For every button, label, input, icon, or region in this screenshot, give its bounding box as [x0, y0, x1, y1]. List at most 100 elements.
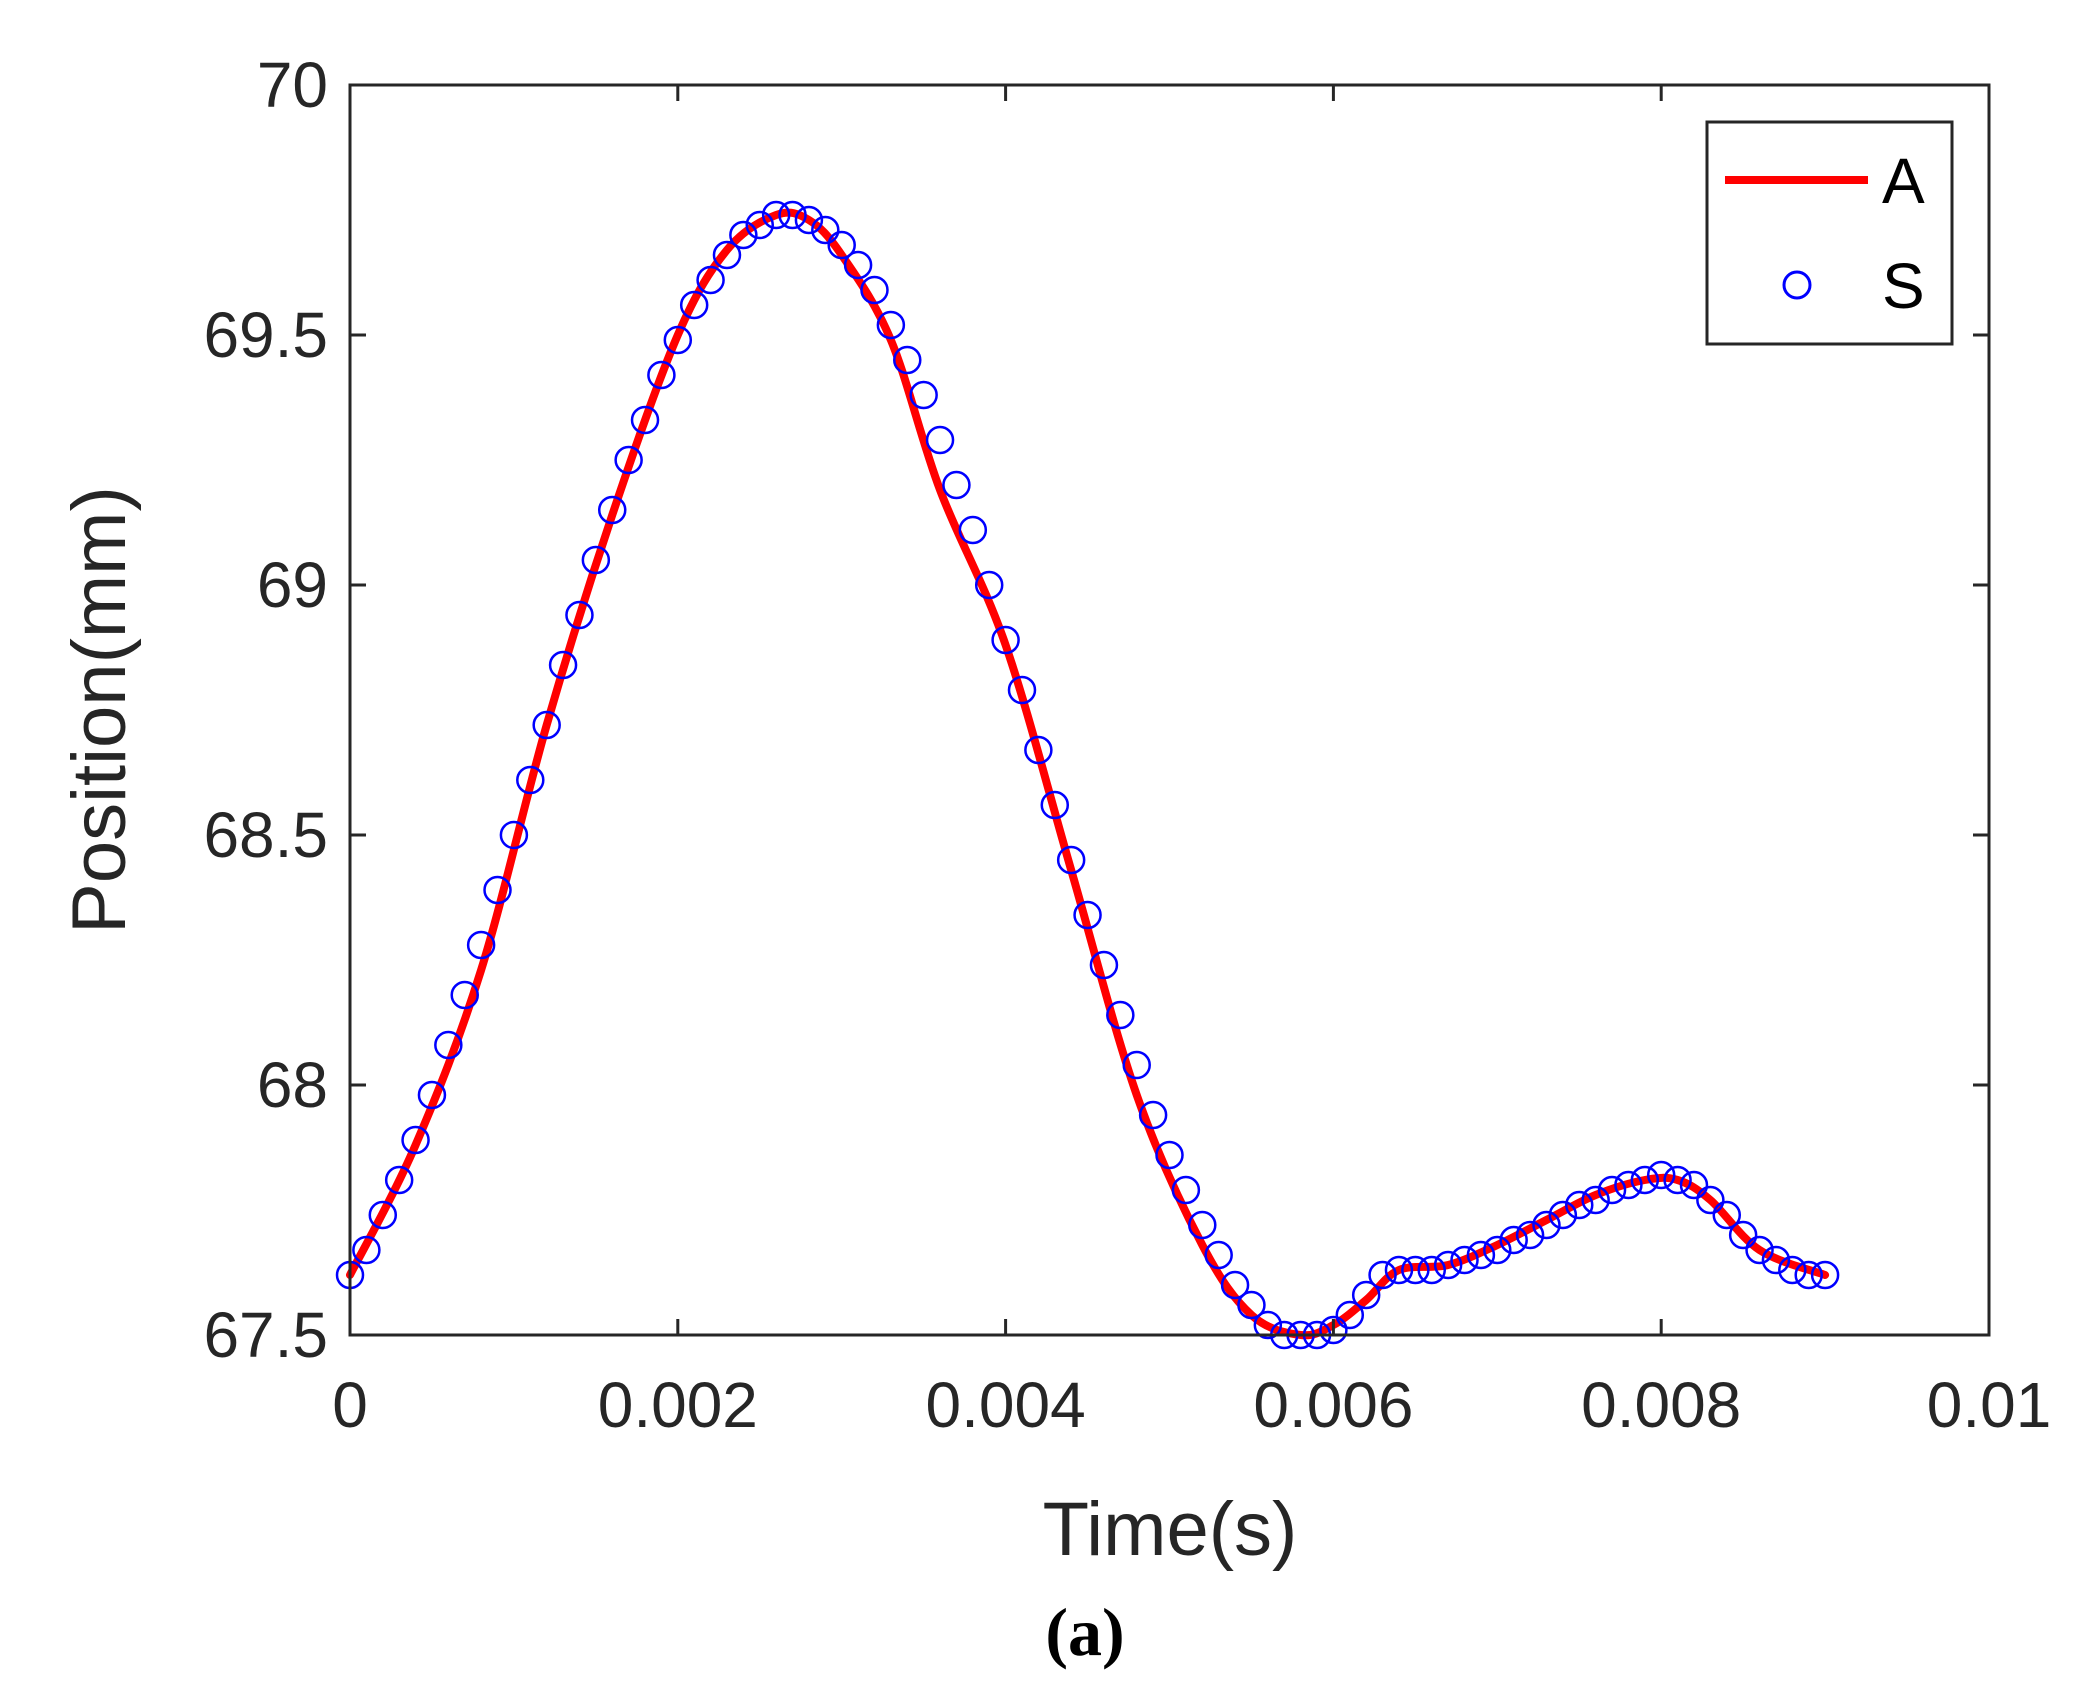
series-s-point	[1450, 1245, 1479, 1275]
series-s-point	[450, 980, 479, 1010]
legend: A S	[1705, 120, 1954, 346]
series-s-point	[647, 360, 676, 390]
series-s-point	[1007, 675, 1037, 705]
series-s-point	[581, 545, 611, 575]
series-s-point	[761, 200, 791, 230]
series-s-point	[1663, 1165, 1692, 1195]
series-s	[335, 200, 1840, 1350]
series-s-point	[1253, 1310, 1283, 1340]
series-s-point	[401, 1125, 430, 1155]
series-a-line	[346, 208, 1830, 1340]
y-axis-ticks: 67.5 68 68.5 69 69.5 70	[203, 49, 1989, 1371]
series-s-point	[843, 250, 873, 280]
y-tick-label: 68	[257, 1049, 328, 1121]
series-s-point	[1237, 1290, 1266, 1320]
series-s-point	[1138, 1100, 1168, 1130]
x-tick-label: 0.004	[926, 1369, 1086, 1441]
series-s-point	[1515, 1220, 1545, 1250]
series-s-point	[1335, 1300, 1365, 1330]
series-s-point	[1155, 1140, 1184, 1170]
series-s-point	[1614, 1170, 1643, 1200]
x-tick-label: 0.002	[598, 1369, 758, 1441]
series-s-point	[1565, 1190, 1594, 1220]
axes-box	[348, 83, 1991, 1337]
x-axis-ticks: 0 0.002 0.004 0.006 0.008 0.01	[332, 85, 2051, 1441]
x-tick-label: 0.008	[1581, 1369, 1741, 1441]
series-s-point	[1696, 1185, 1725, 1215]
series-s-point	[1794, 1260, 1823, 1290]
series-s-point	[466, 930, 496, 960]
series-s-point	[663, 325, 693, 355]
series-s-point	[1483, 1235, 1512, 1265]
legend-s-swatch	[1782, 270, 1812, 300]
series-s-point	[1581, 1185, 1610, 1215]
series-s-point	[1122, 1050, 1151, 1080]
series-s-point	[1024, 735, 1053, 765]
series-s-point	[893, 345, 922, 375]
series-s-point	[1106, 1000, 1135, 1030]
series-s-point	[1319, 1315, 1348, 1345]
series-s-point	[1417, 1255, 1446, 1285]
series-s-point	[597, 495, 627, 525]
x-tick-label: 0.006	[1253, 1369, 1413, 1441]
x-tick-label: 0	[332, 1369, 368, 1441]
series-s-point	[958, 515, 988, 545]
series-s-point	[532, 710, 561, 740]
series-a	[346, 208, 1830, 1340]
series-s-point	[352, 1235, 381, 1265]
series-s-point	[1728, 1220, 1758, 1250]
legend-box	[1705, 120, 1954, 346]
series-s-point	[1368, 1260, 1397, 1290]
series-s-point	[827, 230, 856, 260]
y-tick-label: 69.5	[203, 299, 328, 371]
series-s-point	[1761, 1245, 1791, 1275]
series-s-point	[729, 220, 758, 250]
series-s-point	[1532, 1210, 1561, 1240]
series-s-point	[778, 200, 807, 230]
y-axis-label: Position(mm)	[57, 486, 142, 934]
series-s-point	[384, 1165, 414, 1195]
series-s-point	[794, 205, 824, 235]
legend-s-label: S	[1882, 250, 1925, 322]
series-s-point	[876, 310, 906, 340]
series-s-point	[1040, 790, 1070, 820]
x-tick-label: 0.01	[1927, 1369, 2052, 1441]
series-s-point	[1679, 1170, 1709, 1200]
series-s-point	[516, 765, 545, 795]
series-s-point	[1499, 1225, 1528, 1255]
series-s-point	[1433, 1250, 1463, 1280]
series-s-point	[1401, 1255, 1430, 1285]
series-s-point	[860, 275, 889, 305]
series-s-point	[991, 625, 1020, 655]
series-s-point	[942, 470, 971, 500]
figure-caption: (a)	[1045, 1594, 1124, 1670]
series-s-point	[1810, 1260, 1840, 1290]
series-s-point	[499, 820, 529, 850]
series-s-point	[811, 215, 840, 245]
series-s-point	[909, 380, 938, 410]
series-s-point	[1171, 1175, 1201, 1205]
x-axis-label: Time(s)	[1043, 1487, 1298, 1572]
y-tick-label: 70	[257, 49, 328, 121]
series-s-point	[696, 265, 725, 295]
series-s-point	[434, 1030, 463, 1060]
series-s-point	[1073, 900, 1102, 930]
y-tick-label: 68.5	[203, 799, 328, 871]
series-s-point	[1712, 1200, 1742, 1230]
y-tick-label: 67.5	[203, 1299, 328, 1371]
series-s-point	[483, 875, 512, 905]
series-s-point	[1597, 1175, 1627, 1205]
series-s-point	[1548, 1200, 1578, 1230]
y-tick-label: 69	[257, 549, 328, 621]
series-s-point	[1204, 1240, 1233, 1270]
series-s-point	[1466, 1240, 1496, 1270]
series-s-point	[417, 1080, 447, 1110]
series-s-point	[1351, 1280, 1381, 1310]
series-s-point	[368, 1200, 398, 1230]
series-s-point	[1384, 1255, 1414, 1285]
series-s-point	[1188, 1210, 1217, 1240]
series-s-point	[745, 210, 774, 240]
series-s-point	[1778, 1255, 1807, 1285]
series-s-point	[1220, 1270, 1250, 1300]
